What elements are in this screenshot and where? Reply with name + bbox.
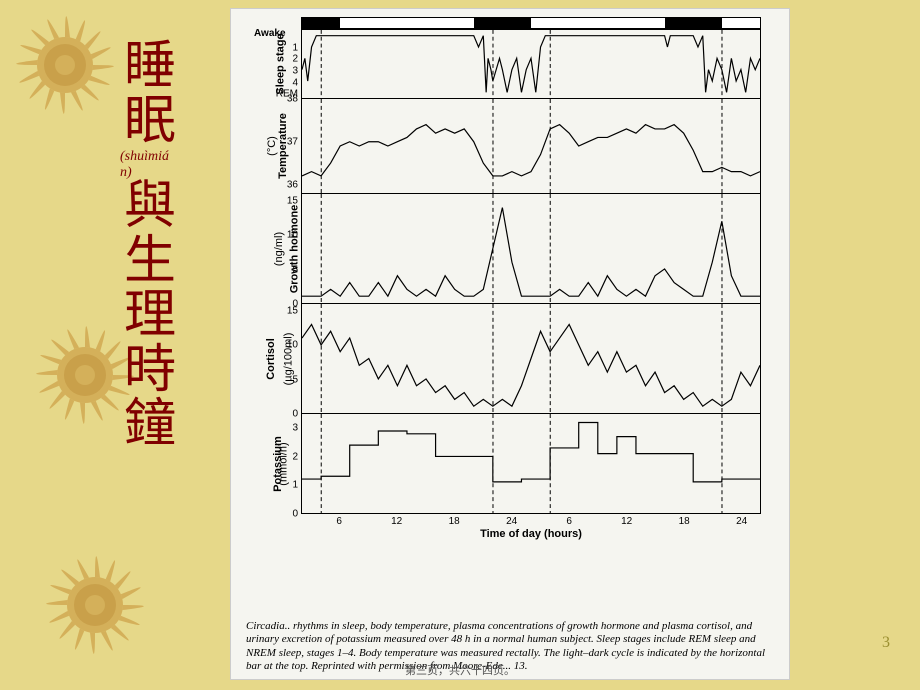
y-axis-unit: (°C)	[266, 136, 278, 156]
y-ticks: 0123	[280, 414, 300, 513]
panel-growth: Growth hormone (ng/ml) 051015	[301, 194, 761, 304]
page-footer: 第三页，共六十四页。	[0, 662, 920, 678]
xtick: 24	[506, 516, 517, 527]
light-dark-segment	[340, 18, 474, 28]
circadian-figure: Sleep stage 1234REM Awake Temperature (°…	[230, 8, 790, 680]
ytick: 3	[292, 65, 298, 76]
y-axis-label: Cortisol	[265, 338, 277, 380]
ytick: 1	[292, 480, 298, 491]
sun-icon	[20, 530, 170, 680]
y-ticks: 051015	[280, 304, 300, 413]
ytick: 3	[292, 423, 298, 434]
title-char: 理	[120, 289, 180, 344]
ytick: 5	[292, 264, 298, 275]
xtick: 12	[391, 516, 402, 527]
ytick: 38	[287, 94, 298, 105]
xtick: 18	[679, 516, 690, 527]
light-dark-segment	[722, 18, 760, 28]
title-char: 鐘	[120, 398, 180, 453]
title-char: 睡	[120, 40, 180, 95]
ytick: 5	[292, 374, 298, 385]
title-char: 時	[120, 344, 180, 399]
y-ticks: 051015	[280, 194, 300, 303]
ytick: 2	[292, 54, 298, 65]
xtick: 6	[336, 516, 342, 527]
xtick: 24	[736, 516, 747, 527]
ytick: 1	[292, 42, 298, 53]
ytick: 15	[287, 305, 298, 316]
y-ticks: 363738	[280, 99, 300, 193]
panel-sleep: Sleep stage 1234REM Awake	[301, 29, 761, 99]
xtick: 12	[621, 516, 632, 527]
panel-potassium: Potassium (mmol/h) 0123	[301, 414, 761, 514]
panel-cortisol: Cortisol (µg/100ml) 051015	[301, 304, 761, 414]
title-char: 眠	[120, 95, 180, 150]
light-dark-segment	[302, 18, 340, 28]
ytick: 15	[287, 195, 298, 206]
ytick: 37	[287, 137, 298, 148]
title-char: 生	[120, 235, 180, 290]
title-column: 睡 眠 (shuìmiá n) 與 生 理 時 鐘	[120, 40, 180, 453]
ytick: 0	[292, 509, 298, 520]
x-axis-label: Time of day (hours)	[301, 528, 761, 540]
panel-temperature: Temperature (°C) 363738	[301, 99, 761, 194]
ytick: 10	[287, 230, 298, 241]
light-dark-segment	[531, 18, 665, 28]
awake-label: Awake	[254, 28, 286, 39]
ytick: 36	[287, 180, 298, 191]
light-dark-segment	[474, 18, 531, 28]
page-number: 3	[882, 634, 890, 652]
y-ticks: 1234REM	[280, 30, 300, 98]
light-dark-bar	[301, 17, 761, 29]
xtick: 6	[566, 516, 572, 527]
xtick: 18	[449, 516, 460, 527]
light-dark-segment	[665, 18, 722, 28]
sun-icon	[0, 0, 140, 140]
ytick: 10	[287, 340, 298, 351]
ytick: 4	[292, 77, 298, 88]
title-pinyin: (shuìmiá n)	[120, 149, 180, 180]
title-char: 與	[120, 180, 180, 235]
ytick: 2	[292, 451, 298, 462]
x-axis: 6 12 18 24 6 12 18 24 Time of day (hours)	[301, 514, 761, 544]
